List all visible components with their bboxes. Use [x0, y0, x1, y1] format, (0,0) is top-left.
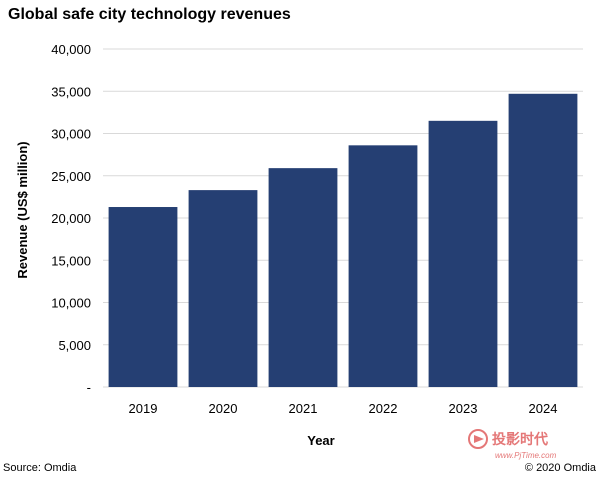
bar-2020 — [188, 190, 258, 387]
watermark: 投影时代 www.PjTime.com — [468, 429, 557, 460]
chart-title: Global safe city technology revenues — [8, 6, 291, 23]
x-tick-label: 2021 — [289, 401, 318, 416]
bar-2021 — [268, 168, 338, 387]
y-tick-label: 20,000 — [51, 211, 91, 226]
bar-2023 — [428, 120, 498, 387]
watermark-logo-icon — [468, 429, 488, 449]
watermark-brand: 投影时代 — [492, 431, 548, 447]
bar-2022 — [348, 145, 418, 387]
y-tick-label: 35,000 — [51, 84, 91, 99]
y-axis-ticks: - 5,000 10,000 15,000 20,000 25,000 30,000 35,0… — [51, 42, 91, 395]
y-axis-label: Revenue (US$ million) — [15, 141, 30, 278]
watermark-url: www.PjTime.com — [495, 451, 557, 460]
bar-2019 — [108, 207, 178, 387]
source-note: Source: Omdia — [3, 462, 77, 474]
y-tick-label: - — [87, 380, 91, 395]
gridlines — [103, 48, 583, 388]
y-tick-label: 10,000 — [51, 296, 91, 311]
copyright-note: © 2020 Omdia — [525, 462, 597, 474]
x-tick-label: 2024 — [529, 401, 558, 416]
y-tick-label: 40,000 — [51, 42, 91, 57]
y-tick-label: 30,000 — [51, 127, 91, 142]
x-axis-label: Year — [307, 433, 334, 448]
y-tick-label: 25,000 — [51, 169, 91, 184]
y-tick-label: 5,000 — [58, 338, 91, 353]
y-tick-label: 15,000 — [51, 253, 91, 268]
bars — [108, 93, 578, 387]
x-axis-ticks: 2019 2020 2021 2022 2023 2024 — [129, 401, 558, 416]
x-tick-label: 2023 — [449, 401, 478, 416]
watermark-play-icon — [474, 435, 484, 443]
x-tick-label: 2020 — [209, 401, 238, 416]
x-tick-label: 2019 — [129, 401, 158, 416]
x-tick-label: 2022 — [369, 401, 398, 416]
bar-2024 — [508, 93, 578, 387]
